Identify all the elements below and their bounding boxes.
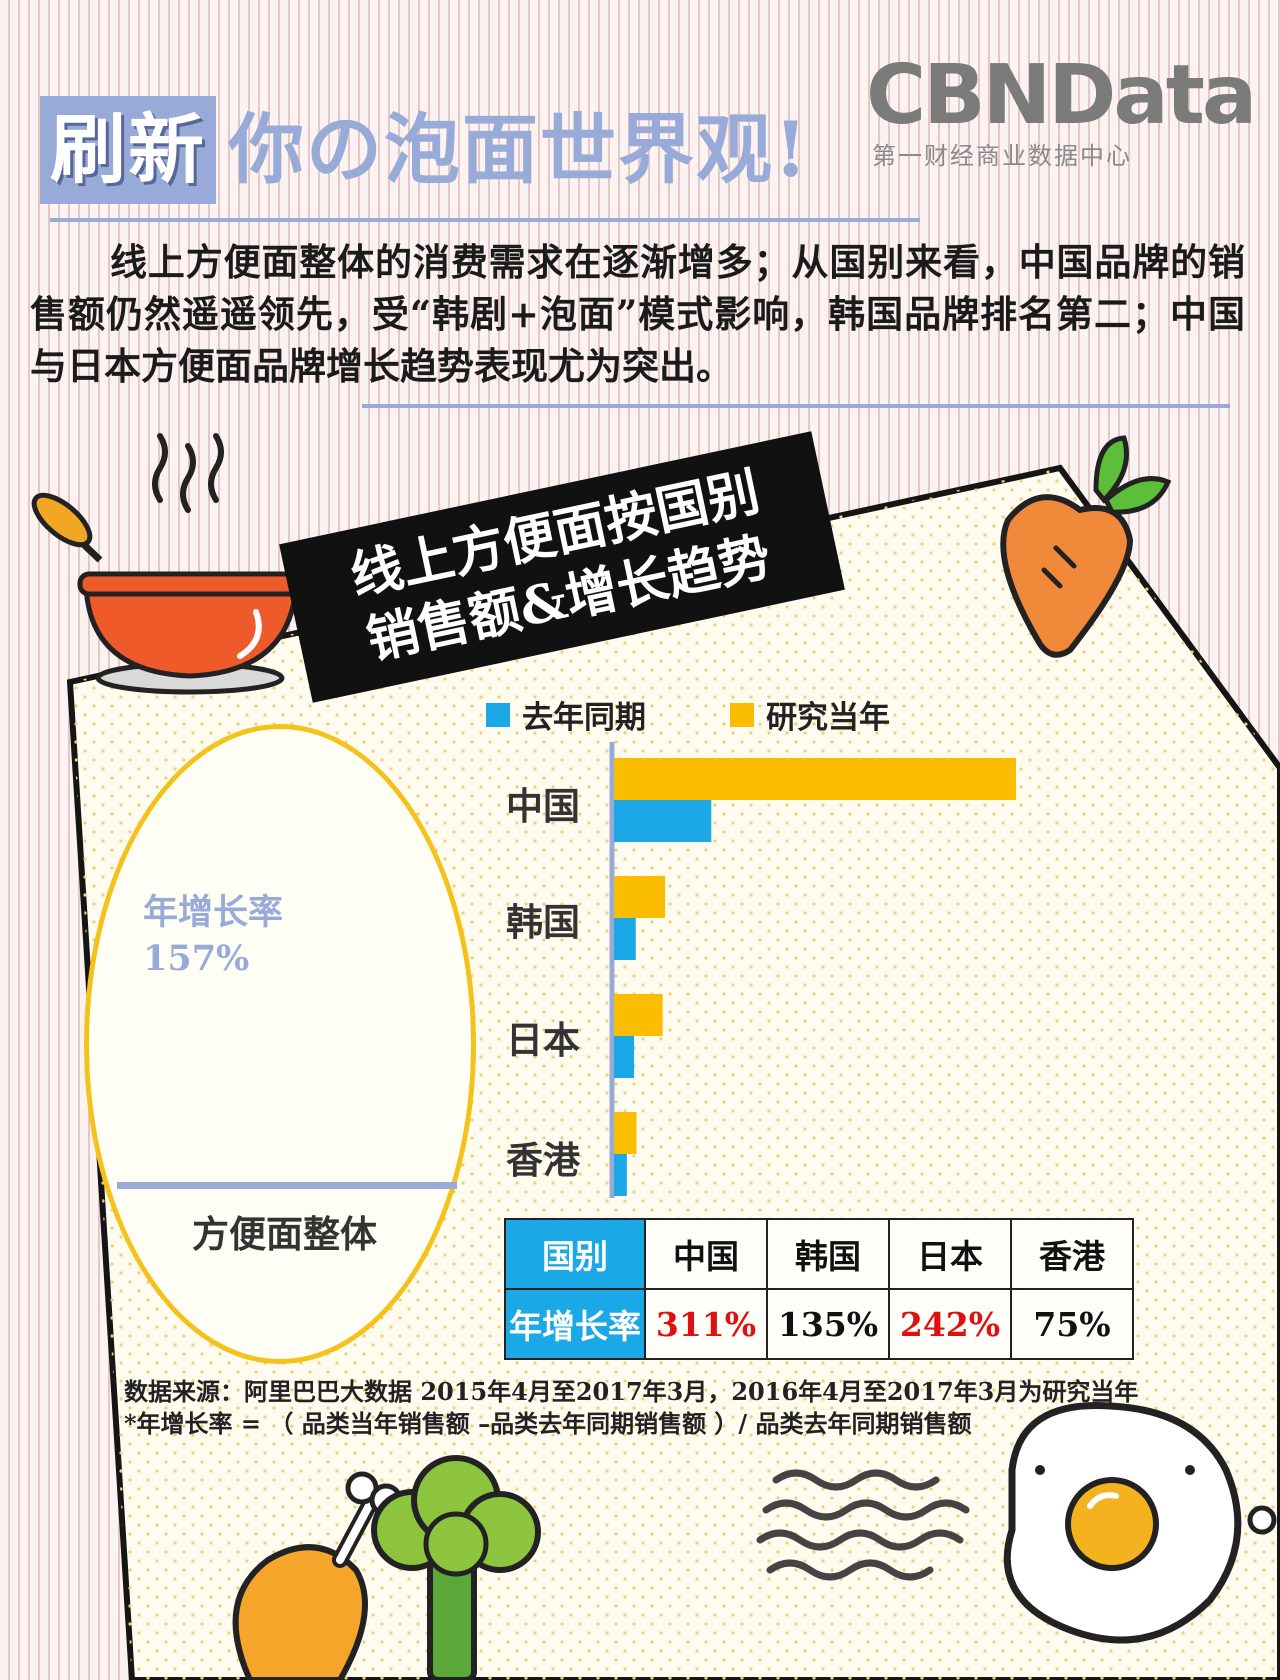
category-label: 香港 — [506, 1138, 580, 1182]
table-cell-rate: 311% — [644, 1288, 768, 1360]
brand-logo: CBNData — [866, 48, 1257, 143]
bar-this-year — [614, 1112, 637, 1154]
category-label: 中国 — [506, 784, 580, 828]
steam-icon — [152, 433, 224, 513]
table-row-label: 年增长率 — [504, 1288, 646, 1360]
footnote-formula: *年增长率 = （ 品类当年销售额 –品类去年同期销售额 ）/ 品类去年同期销售… — [124, 1409, 972, 1438]
table-cell-country: 日本 — [888, 1218, 1012, 1290]
overall-oval — [84, 724, 476, 1364]
bar-this-year — [614, 994, 663, 1036]
category-label: 韩国 — [506, 900, 580, 944]
carrot-icon — [1000, 435, 1172, 658]
noodles-icon — [756, 1469, 970, 1581]
page-title: 刷新 你の泡面世界观! — [40, 96, 809, 204]
table-row: 国别 中国 韩国 日本 香港 — [504, 1218, 1134, 1290]
table-header-cell: 国别 — [504, 1218, 646, 1290]
overall-growth-title: 年增长率 — [143, 892, 284, 933]
brand-subtitle: 第一财经商业数据中心 — [872, 142, 1132, 170]
bar-last-year — [614, 1036, 635, 1078]
title-divider — [50, 218, 920, 222]
bar-this-year — [614, 758, 1016, 800]
category-label: 日本 — [506, 1018, 580, 1062]
fried-egg-icon — [1003, 1402, 1277, 1644]
title-highlight: 刷新 — [40, 96, 216, 204]
overall-category-label: 方便面整体 — [192, 1212, 377, 1256]
overall-baseline — [117, 1182, 457, 1189]
bar-last-year — [614, 918, 636, 960]
intro-divider — [362, 404, 1230, 408]
table-cell-country: 中国 — [644, 1218, 768, 1290]
bar-chart — [614, 758, 1016, 1196]
table-cell-country: 香港 — [1010, 1218, 1134, 1290]
broccoli-icon — [371, 1455, 541, 1680]
table-cell-rate: 242% — [888, 1288, 1012, 1360]
legend-swatch-this-year — [730, 702, 754, 727]
table-row: 年增长率 311% 135% 242% 75% — [504, 1288, 1134, 1360]
overall-growth-value: 157% — [143, 938, 250, 979]
legend-label-last-year: 去年同期 — [522, 700, 646, 736]
bar-this-year — [614, 876, 666, 918]
bar-last-year — [614, 1154, 627, 1196]
bar-last-year — [614, 800, 712, 842]
table-cell-country: 韩国 — [766, 1218, 890, 1290]
pot-icon — [31, 492, 305, 695]
footnote: 数据来源：阿里巴巴大数据 2015年4月至2017年3月，2016年4月至201… — [124, 1376, 1138, 1440]
legend-label-this-year: 研究当年 — [766, 700, 890, 736]
legend-last-year: 去年同期 — [486, 692, 646, 737]
table-cell-rate: 135% — [766, 1288, 890, 1360]
overall-growth-label: 年增长率 157% — [143, 890, 283, 982]
intro-text: 线上方便面整体的消费需求在逐渐增多；从国别来看，中国品牌的销售额仍然遥遥领先，受… — [30, 240, 1245, 388]
legend-swatch-last-year — [486, 702, 510, 727]
footnote-source: 数据来源：阿里巴巴大数据 2015年4月至2017年3月，2016年4月至201… — [124, 1377, 1139, 1406]
legend-this-year: 研究当年 — [730, 692, 890, 737]
title-rest: 你の泡面世界观! — [228, 105, 810, 194]
table-cell-rate: 75% — [1010, 1288, 1134, 1360]
growth-table: 国别 中国 韩国 日本 香港 年增长率 311% 135% 242% 75% — [504, 1218, 1134, 1360]
